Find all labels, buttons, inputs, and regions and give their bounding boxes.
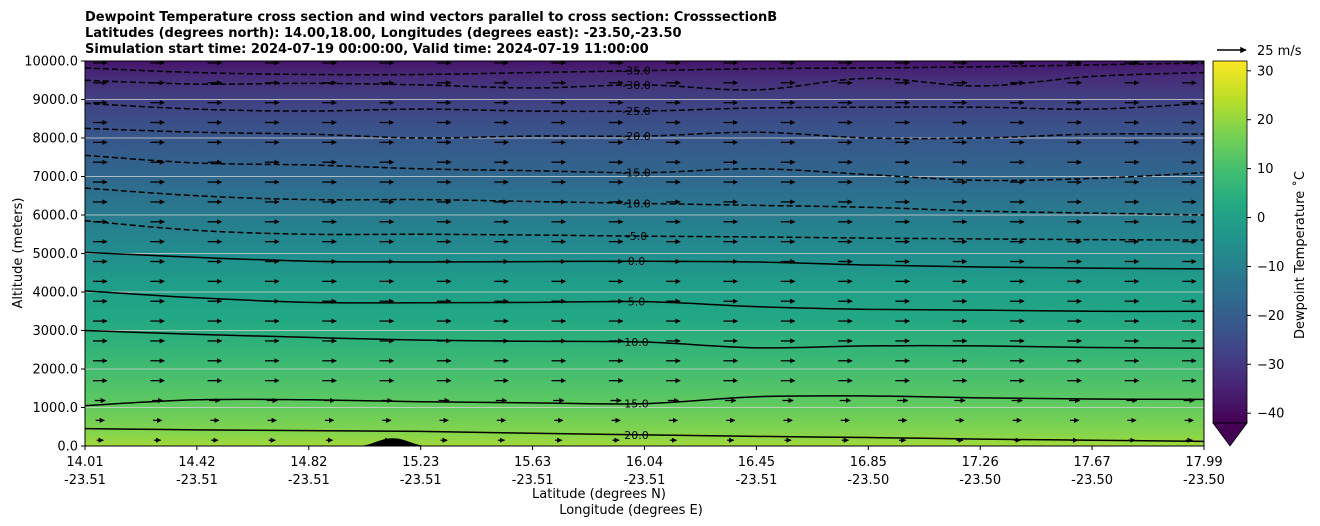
contour-line-11 (85, 62, 1204, 76)
terrain-peak (360, 438, 425, 446)
contour-label: 15.0 (624, 398, 649, 411)
contour-label: 0.0 (628, 255, 646, 268)
contour-line-2 (85, 329, 1204, 349)
y-tick-label: 10000.0 (24, 55, 78, 70)
contour-label: 5.0 (628, 296, 646, 309)
y-tick-label: 2000.0 (33, 363, 79, 378)
colorbar-label: Dewpoint Temperature ˚C (1292, 171, 1308, 339)
x-tick-label-lat: 16.85 (850, 455, 887, 470)
contour-line-9 (85, 102, 1204, 113)
colorbar-tick-label: −20 (1257, 309, 1284, 324)
colorbar-tick-label: 20 (1257, 113, 1274, 128)
x-tick-label-lat: 15.23 (402, 455, 439, 470)
x-tick-label-lon: -23.50 (1183, 473, 1225, 488)
wind-vectors (93, 61, 1197, 443)
y-axis-label: Altitude (meters) (11, 198, 26, 309)
x-tick-label-lon: -23.51 (176, 473, 218, 488)
contour-label: 20.0 (624, 429, 649, 442)
colorbar-extend-min (1212, 422, 1248, 447)
x-tick-label-lat: 15.63 (514, 455, 551, 470)
contour-label: -20.0 (622, 130, 650, 143)
colorbar-ticks: −40 −30 −20 −10 0 10 20 30 (1247, 64, 1284, 422)
title-line-1: Dewpoint Temperature cross section and w… (85, 10, 777, 25)
chart-title: Dewpoint Temperature cross section and w… (85, 10, 777, 57)
x-tick-label-lat: 17.67 (1073, 455, 1110, 470)
contour-label: -5.0 (626, 230, 647, 243)
y-tick-label: 9000.0 (33, 93, 79, 108)
colorbar-tick-label: −40 (1257, 407, 1284, 422)
contour-label: -30.0 (622, 79, 650, 92)
x-tick-label-lat: 17.99 (1185, 455, 1222, 470)
contour-label: 10.0 (624, 336, 649, 349)
x-tick-label-lat: 17.26 (962, 455, 999, 470)
y-tick-label: 3000.0 (33, 324, 79, 339)
contour-label: -25.0 (622, 105, 650, 118)
x-tick-label-lon: -23.51 (64, 473, 106, 488)
colorbar-tick-label: 0 (1257, 211, 1265, 226)
y-tick-label: 5000.0 (33, 247, 79, 262)
quiver-key: 25 m/s (1217, 44, 1302, 59)
x-tick-label-lon: -23.51 (288, 473, 330, 488)
x-tick-label-lon: -23.50 (1071, 473, 1113, 488)
contour-label: -15.0 (622, 167, 650, 180)
colorbar-body (1212, 60, 1248, 424)
x-axis-label-secondary: Longitude (degrees E) (559, 503, 703, 518)
x-tick-label-lon: -23.51 (400, 473, 442, 488)
x-tick-label-lat: 14.42 (178, 455, 215, 470)
title-line-3: Simulation start time: 2024-07-19 00:00:… (85, 42, 649, 57)
colorbar-tick-label: 30 (1257, 64, 1274, 79)
y-tick-label: 8000.0 (33, 132, 79, 147)
contour-label: -35.0 (622, 65, 650, 78)
y-gridlines (85, 61, 1204, 446)
colorbar-tick-label: −30 (1257, 358, 1284, 373)
x-tick-label-lon: -23.50 (959, 473, 1001, 488)
title-line-2: Latitudes (degrees north): 14.00,18.00, … (85, 26, 682, 41)
x-tick-label-lat: 16.04 (626, 455, 663, 470)
x-tick-label-lat: 14.82 (290, 455, 327, 470)
contour-label: -10.0 (622, 197, 650, 210)
y-tick-label: 6000.0 (33, 209, 79, 224)
contour-line-5 (85, 220, 1204, 241)
contour-line-8 (85, 127, 1204, 140)
x-axis-label: Latitude (degrees N) (532, 487, 666, 502)
plot-area: 20.0 15.0 10.0 5.0 0.0 -5.0 -10.0 -15.0 -20.0 -25… (84, 60, 1205, 447)
y-tick-label: 4000.0 (33, 286, 79, 301)
y-tick-label: 0.0 (57, 440, 78, 455)
contour-line-6 (85, 187, 1204, 216)
y-axis: 0.0 1000.0 2000.0 3000.0 4000.0 5000.0 6000.0 7… (24, 55, 85, 455)
x-tick-label-lon: -23.51 (512, 473, 554, 488)
x-tick-label-lon: -23.51 (735, 473, 777, 488)
y-tick-label: 7000.0 (33, 170, 79, 185)
x-tick-label-lat: 16.45 (738, 455, 775, 470)
x-tick-label-lat: 14.01 (66, 455, 103, 470)
contour-line-0 (85, 427, 1204, 443)
y-tick-label: 1000.0 (33, 401, 79, 416)
x-tick-label-lon: -23.50 (847, 473, 889, 488)
x-tick-label-lon: -23.51 (624, 473, 666, 488)
colorbar-tick-label: 10 (1257, 162, 1274, 177)
x-axis: 14.01 -23.51 14.42 -23.51 14.82 -23.51 15.23 -2… (64, 446, 1225, 488)
quiver-key-label: 25 m/s (1257, 44, 1302, 59)
colorbar: −40 −30 −20 −10 0 10 20 30 Dewpoint Temperature… (1212, 60, 1308, 447)
colorbar-tick-label: −10 (1257, 260, 1284, 275)
